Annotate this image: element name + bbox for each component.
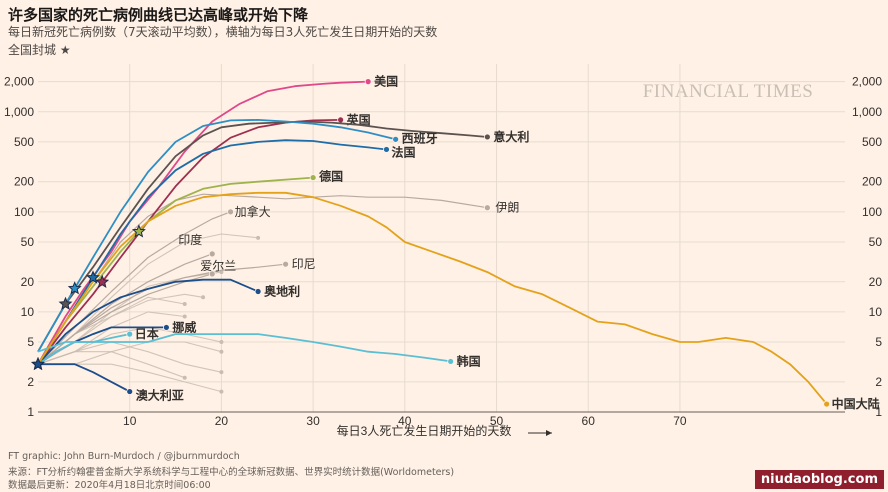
- series-line-澳大利亚: [38, 363, 131, 393]
- series-end-marker-爱尔兰: [208, 270, 216, 278]
- series-end-marker-伊朗: [483, 204, 491, 212]
- series-end-marker-澳大利亚: [126, 388, 134, 395]
- series-label-西班牙: 西班牙: [402, 130, 438, 145]
- x-tick-label-20: 20: [215, 414, 229, 428]
- x-axis-label: 每日3人死亡发生日期开始的天数: [337, 423, 512, 438]
- lockdown-star-西班牙: [67, 281, 82, 295]
- background-series-end-3: [219, 370, 224, 375]
- y-tick-label-left-200: 200: [14, 175, 34, 189]
- series-line-意大利: [37, 120, 488, 353]
- y-tick-label-left-20: 20: [21, 275, 35, 289]
- series-end-marker-中国大陆: [823, 400, 831, 408]
- y-tick-label-left-1000: 1,000: [4, 105, 34, 119]
- y-tick-label-right-50: 50: [869, 235, 883, 249]
- x-tick-label-50: 50: [490, 414, 504, 428]
- x-axis-arrow-head: [546, 430, 552, 436]
- series-label-日本: 日本: [135, 326, 159, 341]
- series-end-marker-韩国: [447, 358, 455, 365]
- series-label-英国: 英国: [347, 112, 371, 127]
- footer-credit: FT graphic: John Burn-Murdoch / @jburnmu…: [8, 451, 240, 462]
- lockdown-star-挪威: [31, 356, 45, 371]
- series-label-德国: 德国: [319, 169, 343, 184]
- footer-source: 来源：FT分析约翰霍普金斯大学系统科学与工程中心的全球新冠数据、世界实时统计数据…: [8, 467, 455, 478]
- lockdown-star-英国: [95, 274, 110, 288]
- series-line-韩国: [37, 333, 451, 363]
- series-end-marker-日本: [126, 330, 134, 338]
- x-tick-label-10: 10: [123, 414, 137, 428]
- series-end-marker-奥地利: [254, 288, 262, 295]
- watermark-badge: niudaoblog.com: [754, 470, 884, 489]
- y-tick-label-left-50: 50: [21, 235, 35, 249]
- series-label-意大利: 意大利: [493, 129, 529, 144]
- series-line-西班牙: [37, 119, 396, 353]
- series-end-marker-法国: [383, 146, 390, 153]
- background-series-end-4: [219, 389, 224, 394]
- series-label-挪威: 挪威: [172, 319, 196, 334]
- series-end-marker-西班牙: [392, 135, 400, 143]
- y-tick-label-left-100: 100: [14, 205, 34, 219]
- background-series-end-8: [182, 314, 187, 319]
- series-end-marker-挪威: [162, 324, 170, 331]
- background-series-end-2: [219, 340, 224, 345]
- series-line-法国: [37, 139, 387, 365]
- series-label-印尼: 印尼: [292, 257, 316, 271]
- publisher-logo: FINANCIAL TIMES: [643, 81, 814, 102]
- series-label-美国: 美国: [374, 74, 398, 89]
- series-line-美国: [37, 80, 369, 365]
- series-label-印度: 印度: [178, 232, 202, 247]
- series-line-印尼: [37, 263, 286, 365]
- background-series-end-7: [201, 295, 206, 300]
- series-line-伊朗: [37, 193, 488, 365]
- y-tick-label-right-2: 2: [875, 375, 882, 389]
- series-line-奥地利: [37, 278, 259, 365]
- series-line-德国: [37, 176, 314, 365]
- background-series-end-5: [182, 301, 187, 306]
- x-tick-label-30: 30: [306, 414, 320, 428]
- background-series-end-6: [182, 375, 187, 380]
- lockdown-star-意大利: [58, 296, 73, 310]
- x-tick-label-40: 40: [398, 414, 412, 428]
- footer-updated: 数据最后更新：2020年4月18日北京时间06:00: [8, 480, 211, 491]
- y-tick-label-right-1: 1: [875, 405, 882, 419]
- y-tick-label-left-500: 500: [14, 135, 34, 149]
- series-label-爱尔兰: 爱尔兰: [200, 258, 236, 273]
- series-label-法国: 法国: [391, 144, 415, 159]
- series-label-中国大陆: 中国大陆: [832, 396, 880, 411]
- series-end-marker-美国: [364, 78, 372, 86]
- y-tick-label-left-2000: 2,000: [4, 75, 34, 89]
- lockdown-legend: 全国封城 ★: [8, 43, 71, 57]
- series-end-marker-印度: [208, 250, 216, 258]
- y-tick-label-left-1: 1: [27, 405, 34, 419]
- y-tick-label-right-20: 20: [869, 275, 883, 289]
- chart-subtitle: 每日新冠死亡病例数（7天滚动平均数），横轴为每日3人死亡发生日期开始的天数: [8, 25, 438, 39]
- series-end-marker-英国: [337, 116, 345, 124]
- y-tick-label-right-5: 5: [875, 335, 882, 349]
- y-tick-label-left-5: 5: [27, 335, 34, 349]
- background-series-end-0: [256, 235, 261, 240]
- series-end-marker-加拿大: [227, 208, 234, 216]
- lockdown-star-德国: [131, 224, 146, 238]
- y-tick-label-right-100: 100: [862, 205, 882, 219]
- y-tick-label-right-200: 200: [862, 175, 882, 189]
- series-label-伊朗: 伊朗: [495, 201, 519, 215]
- y-tick-label-right-10: 10: [869, 305, 883, 319]
- y-tick-label-right-1000: 1,000: [852, 105, 882, 119]
- y-tick-label-left-2: 2: [27, 375, 34, 389]
- series-label-奥地利: 奥地利: [264, 283, 300, 298]
- y-tick-label-right-2000: 2,000: [852, 75, 882, 89]
- y-tick-label-right-500: 500: [862, 135, 882, 149]
- x-tick-label-70: 70: [673, 414, 687, 428]
- series-end-marker-印尼: [282, 260, 290, 268]
- chart-title: 许多国家的死亡病例曲线已达高峰或开始下降: [8, 6, 309, 24]
- series-end-marker-德国: [309, 174, 317, 181]
- background-series-end-9: [219, 349, 224, 354]
- series-label-韩国: 韩国: [457, 353, 481, 368]
- x-tick-label-60: 60: [582, 414, 596, 428]
- series-label-加拿大: 加拿大: [235, 204, 271, 219]
- series-line-中国大陆: [37, 191, 828, 405]
- series-label-澳大利亚: 澳大利亚: [136, 388, 184, 403]
- series-end-marker-意大利: [483, 133, 491, 141]
- y-tick-label-left-10: 10: [21, 305, 35, 319]
